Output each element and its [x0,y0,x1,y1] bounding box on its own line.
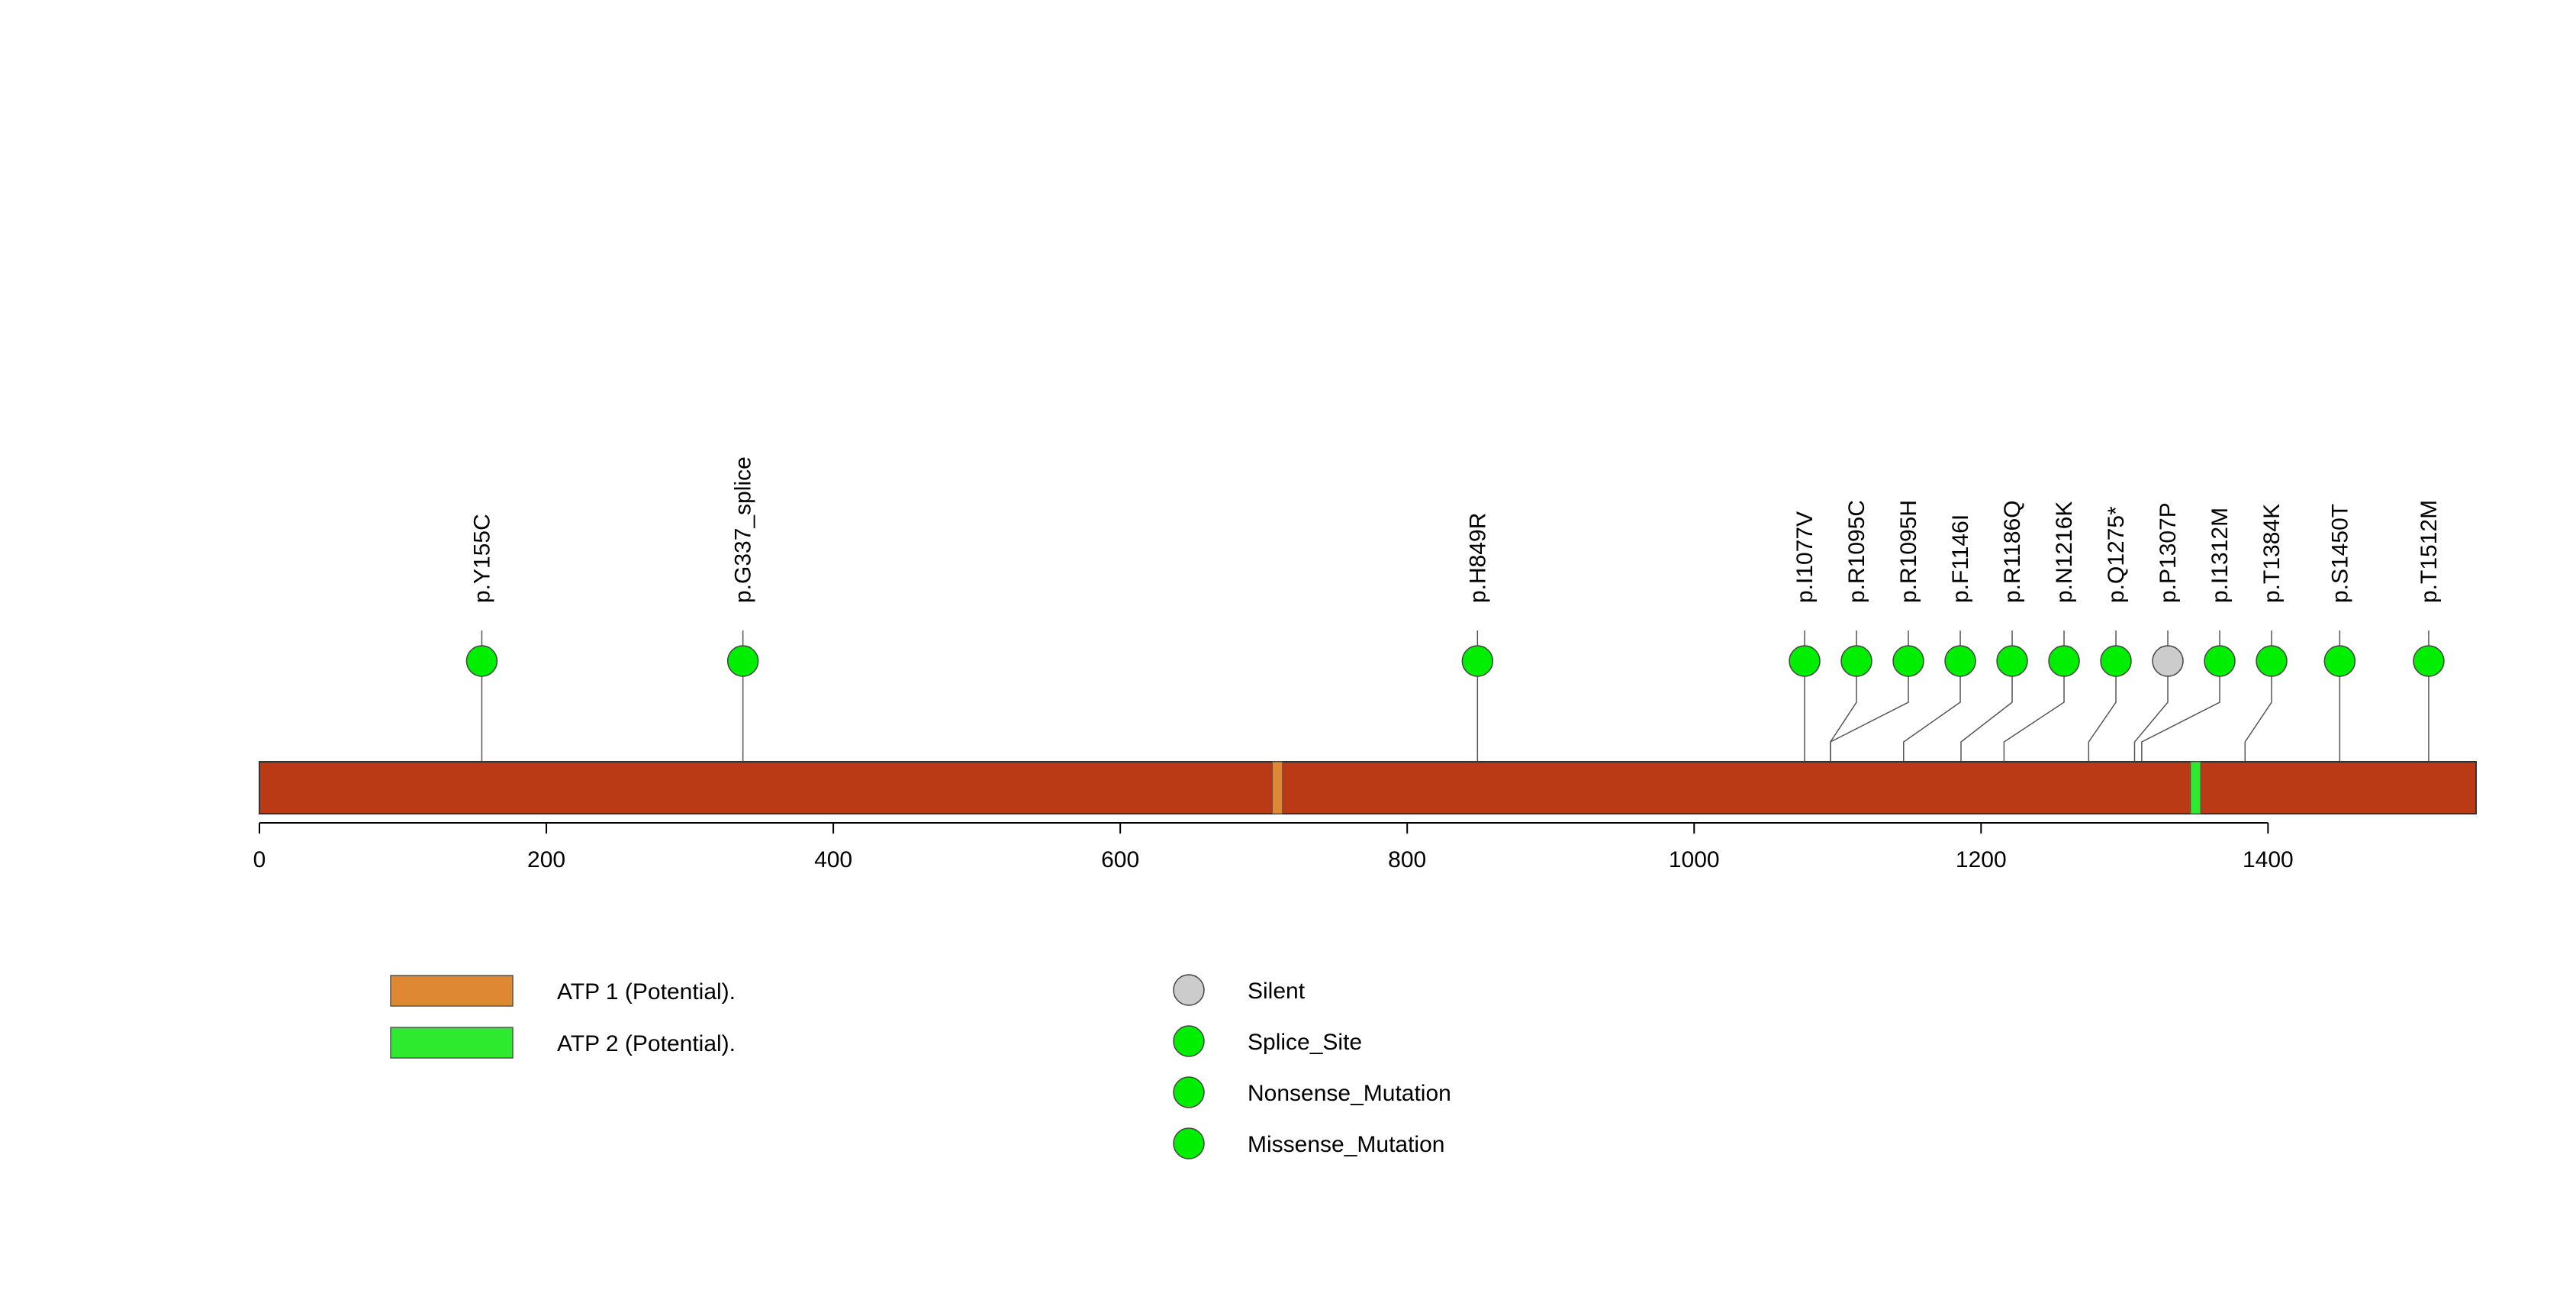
mutation-marker-pr1186q [1996,645,2028,677]
mutation-label: p.R1095H [1896,500,1921,603]
protein-track [259,761,2477,814]
axis-tick-label: 0 [253,847,266,872]
mutation-label: p.I1077V [1792,511,1818,603]
domain-legend-swatch [390,1027,514,1059]
axis-tick-label: 1200 [1956,847,2007,872]
mutation-marker-ps1450t [2323,645,2356,677]
mutation-label: p.H849R [1465,513,1490,603]
mutation-label: p.Q1275* [2104,506,2129,603]
domain-region-0 [1271,761,1283,814]
mutation-legend-label: Splice_Site [1248,1030,1362,1055]
mutation-label: p.R1095C [1844,500,1869,603]
axis-tick-label: 1000 [1669,847,1720,872]
mutation-marker-ph849r [1461,645,1494,677]
mutation-label: p.F1146I [1948,514,1973,603]
mutation-marker-pq1275 [2100,645,2132,677]
mutation-legend-label: Silent [1248,979,1306,1004]
domain-legend-label: ATP 1 (Potential). [557,979,736,1005]
mutation-legend-marker [1173,1025,1205,1057]
mutation-marker-pg337splice [726,645,759,677]
mutation-label: p.P1307P [2156,502,2181,603]
domain-legend: ATP 1 (Potential). ATP 2 (Potential). [390,975,736,1059]
mutation-marker-pi1312m [2204,645,2236,677]
domain-legend-swatch [390,975,514,1007]
mutation-type-legend: Silent Splice_Site Nonsense_Mutation Missen… [1173,974,1451,1159]
domain-region-1 [2190,761,2201,814]
mutation-marker-pt1384k [2256,645,2288,677]
mutation-label: p.T1512M [2417,500,2442,603]
mutation-label: p.S1450T [2327,504,2352,603]
mutation-label: p.R1186Q [2000,500,2025,603]
mutation-legend-marker [1173,974,1205,1006]
domain-legend-label: ATP 2 (Potential). [557,1031,736,1056]
axis-tick-label: 600 [1101,847,1139,872]
position-axis: 0 200 400 600 800 1000 1200 1400 [253,822,2294,872]
mutation-legend-marker [1173,1076,1205,1108]
mutation-marker-pt1512m [2413,645,2445,677]
mutation-marker-pr1095c [1840,645,1872,677]
mutation-marker-pi1077v [1789,645,1821,677]
protein-bar [259,761,2477,814]
axis-tick-label: 400 [814,847,852,872]
mutation-legend-label: Missense_Mutation [1248,1132,1444,1157]
mutation-marker-pr1095h [1892,645,1924,677]
mutation-label: p.Y155C [469,514,494,603]
mutation-label: p.N1216K [2052,501,2077,603]
mutation-lollipops: p.Y155C p.G337_splice p.H849R p.I1077V p.R10… [465,456,2445,677]
mutation-label: p.T1384K [2259,504,2285,603]
mutation-label: p.I1312M [2207,508,2233,603]
axis-tick-label: 800 [1388,847,1426,872]
mutation-label: p.G337_splice [731,456,756,603]
axis-tick-label: 1400 [2243,847,2294,872]
axis-tick-label: 200 [527,847,565,872]
mutation-marker-pp1307p [2152,645,2184,677]
mutation-marker-py155c [465,645,498,677]
mutation-legend-label: Nonsense_Mutation [1248,1081,1451,1106]
mutation-marker-pf1146i [1944,645,1976,677]
mutation-legend-marker [1173,1127,1205,1159]
mutation-marker-pn1216k [2048,645,2080,677]
